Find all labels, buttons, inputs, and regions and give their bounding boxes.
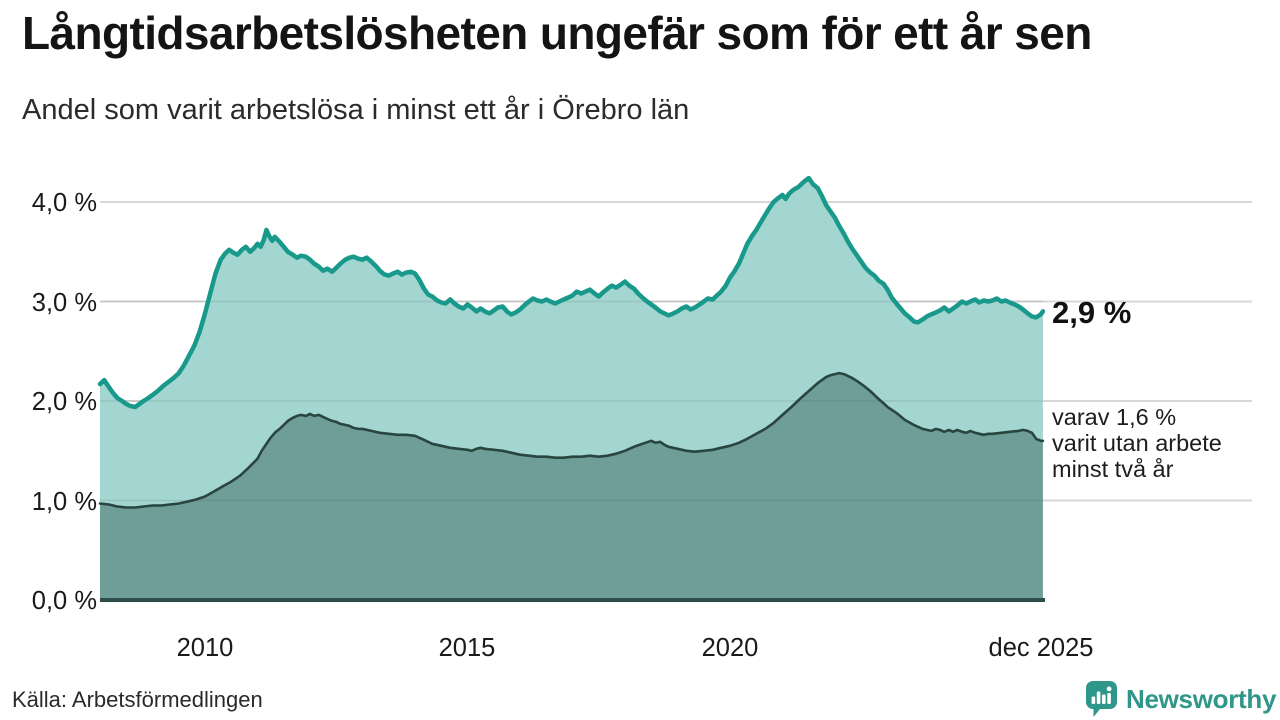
y-tick-label: 1,0 %: [32, 488, 97, 516]
newsworthy-icon: [1086, 681, 1117, 717]
y-tick-label: 3,0 %: [32, 289, 97, 317]
secondary-annotation-line: varav 1,6 %: [1052, 404, 1177, 430]
y-tick-label: 0,0 %: [32, 587, 97, 615]
bar-small: [1091, 696, 1096, 704]
bar-tall: [1096, 691, 1101, 704]
y-tick-label: 2,0 %: [32, 388, 97, 416]
newsworthy-logo: Newsworthy: [1084, 680, 1276, 718]
secondary-annotation-line: varit utan arbete: [1052, 430, 1222, 456]
line-unemployed-one-year: [97, 175, 1046, 410]
page-title: Långtidsarbetslösheten ungefär som för e…: [22, 7, 1092, 59]
bar-chart-glyph: [1091, 686, 1112, 704]
x-tick-label: 2010: [177, 634, 234, 662]
secondary-annotation: varav 1,6 % varit utan arbete minst två …: [1052, 404, 1222, 482]
y-tick-label: 4,0 %: [32, 189, 97, 217]
x-tick-label: dec 2025: [989, 634, 1094, 662]
gridline-overlays: [100, 300, 1043, 502]
bar-medium: [1102, 694, 1106, 704]
x-axis-labels: 2010 2015 2020 dec 2025: [177, 634, 1094, 662]
latest-value-label: 2,9 %: [1052, 295, 1132, 330]
secondary-annotation-line: minst två år: [1052, 456, 1174, 482]
newsworthy-wordmark: Newsworthy: [1126, 683, 1277, 714]
x-tick-label: 2020: [702, 634, 759, 662]
exclamation-dot: [1106, 686, 1112, 692]
area-unemployed-two-years: [100, 373, 1043, 600]
y-axis-labels: 4,0 % 3,0 % 2,0 % 1,0 % 0,0 %: [32, 189, 97, 615]
source-note: Källa: Arbetsförmedlingen: [12, 687, 263, 712]
line-unemployed-two-years: [98, 371, 1045, 509]
page-subtitle: Andel som varit arbetslösa i minst ett å…: [22, 94, 690, 126]
speech-bubble-shape: [1086, 681, 1117, 717]
x-tick-label: 2015: [439, 634, 496, 662]
exclamation-bar: [1107, 693, 1111, 704]
